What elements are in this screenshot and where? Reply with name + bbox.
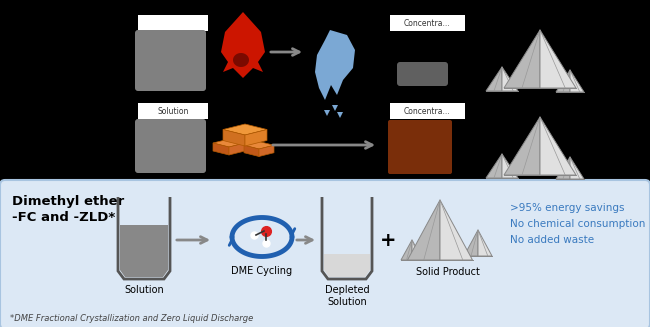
Text: -FC and -ZLD*: -FC and -ZLD* — [12, 211, 115, 224]
FancyBboxPatch shape — [388, 120, 452, 174]
Polygon shape — [229, 143, 245, 155]
Text: Concentra...: Concentra... — [404, 19, 450, 27]
Polygon shape — [223, 124, 267, 135]
Text: Concentra...: Concentra... — [404, 107, 450, 115]
Polygon shape — [332, 105, 338, 111]
Polygon shape — [502, 154, 518, 178]
FancyBboxPatch shape — [135, 30, 206, 91]
Polygon shape — [504, 117, 540, 175]
Polygon shape — [412, 240, 423, 260]
FancyBboxPatch shape — [397, 62, 448, 86]
FancyBboxPatch shape — [138, 103, 208, 119]
Polygon shape — [233, 53, 249, 67]
Polygon shape — [245, 129, 267, 146]
FancyBboxPatch shape — [138, 15, 208, 31]
Text: *DME Fractional Crystallization and Zero Liquid Discharge: *DME Fractional Crystallization and Zero… — [10, 314, 254, 323]
Polygon shape — [315, 30, 355, 100]
Polygon shape — [486, 154, 502, 178]
Text: >95% energy savings: >95% energy savings — [510, 203, 625, 213]
FancyBboxPatch shape — [390, 103, 465, 119]
Polygon shape — [556, 70, 570, 92]
FancyBboxPatch shape — [135, 119, 206, 173]
Polygon shape — [464, 230, 478, 256]
Polygon shape — [337, 112, 343, 118]
Polygon shape — [570, 70, 584, 92]
Text: Solid Product: Solid Product — [416, 267, 480, 277]
Polygon shape — [221, 12, 265, 78]
Polygon shape — [408, 200, 440, 260]
Polygon shape — [504, 30, 540, 88]
Polygon shape — [401, 240, 412, 260]
Text: Depleted
Solution: Depleted Solution — [325, 285, 369, 307]
Polygon shape — [486, 67, 502, 91]
FancyBboxPatch shape — [0, 180, 650, 327]
Polygon shape — [120, 225, 168, 277]
Polygon shape — [259, 145, 274, 157]
Text: No added waste: No added waste — [510, 235, 594, 245]
Polygon shape — [440, 200, 473, 260]
Polygon shape — [478, 230, 492, 256]
Polygon shape — [540, 30, 576, 88]
Polygon shape — [324, 254, 370, 277]
Polygon shape — [556, 157, 570, 179]
Polygon shape — [213, 143, 229, 155]
FancyBboxPatch shape — [390, 15, 465, 31]
Polygon shape — [213, 139, 245, 147]
Polygon shape — [244, 142, 274, 149]
Polygon shape — [502, 67, 518, 91]
Text: Solution: Solution — [124, 285, 164, 295]
Text: No chemical consumption: No chemical consumption — [510, 219, 645, 229]
Text: DME Cycling: DME Cycling — [231, 267, 292, 277]
Text: +: + — [380, 231, 396, 250]
Polygon shape — [244, 145, 259, 157]
Polygon shape — [324, 110, 330, 116]
Text: Dimethyl ether: Dimethyl ether — [12, 195, 124, 208]
Text: Solution: Solution — [157, 107, 188, 115]
Polygon shape — [540, 117, 576, 175]
Polygon shape — [223, 129, 245, 146]
Polygon shape — [570, 157, 584, 179]
